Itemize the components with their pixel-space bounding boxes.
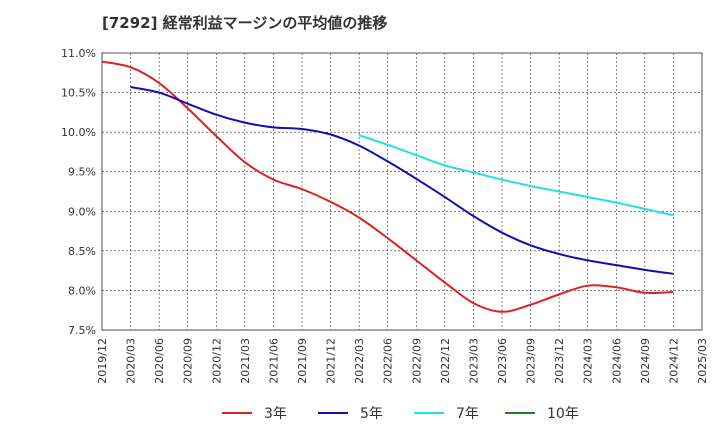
x-tick-label: 2022/03 (353, 338, 366, 384)
x-tick-label: 2023/03 (467, 338, 480, 384)
x-tick-label: 2022/09 (410, 338, 423, 384)
y-tick-label: 8.0% (68, 284, 96, 297)
x-tick-label: 2023/06 (496, 338, 509, 384)
y-tick-label: 11.0% (61, 47, 96, 60)
x-tick-label: 2019/12 (96, 338, 109, 384)
series-lines (101, 60, 674, 313)
x-tick-label: 2021/06 (267, 338, 280, 384)
legend-label: 5年 (360, 406, 383, 422)
y-tick-label: 7.5% (68, 324, 96, 337)
x-tick-label: 2021/09 (296, 338, 309, 384)
grid (101, 52, 703, 331)
x-tick-label: 2024/09 (639, 338, 652, 384)
plot-frame (101, 52, 703, 331)
y-tick-label: 9.0% (68, 205, 96, 218)
series-line-1 (101, 60, 674, 313)
x-tick-label: 2024/12 (667, 338, 680, 384)
chart-title: [7292] 経常利益マージンの平均値の推移 (102, 14, 388, 32)
y-tick-label: 8.5% (68, 245, 96, 258)
legend-label: 10年 (547, 406, 579, 422)
x-tick-label: 2020/06 (153, 338, 166, 384)
x-tick-label: 2020/03 (125, 338, 138, 384)
x-tick-label: 2020/09 (182, 338, 195, 384)
x-tick-label: 2023/09 (525, 338, 538, 384)
legend-label: 7年 (456, 406, 479, 422)
x-tick-label: 2022/12 (439, 338, 452, 384)
y-tick-label: 10.0% (61, 126, 96, 139)
y-tick-label: 10.5% (61, 87, 96, 100)
x-tick-label: 2023/12 (553, 338, 566, 384)
axes: 11.0% 10.5% 10.0% 9.5% 9.0% 8.5% 8.0% 7.5%2019/… (61, 47, 709, 384)
x-tick-label: 2021/03 (239, 338, 252, 384)
x-tick-label: 2021/12 (325, 338, 338, 384)
x-tick-label: 2025/03 (696, 338, 709, 384)
x-tick-label: 2022/06 (382, 338, 395, 384)
x-tick-label: 2020/12 (210, 338, 223, 384)
y-tick-label: 9.5% (68, 166, 96, 179)
series-line-2 (130, 86, 674, 275)
x-tick-label: 2024/06 (610, 338, 623, 384)
x-tick-label: 2024/03 (582, 338, 595, 384)
legend-label: 3年 (264, 406, 287, 422)
series-line-3 (358, 134, 674, 217)
legend: 3年 5年 7年 10年 (222, 406, 579, 422)
